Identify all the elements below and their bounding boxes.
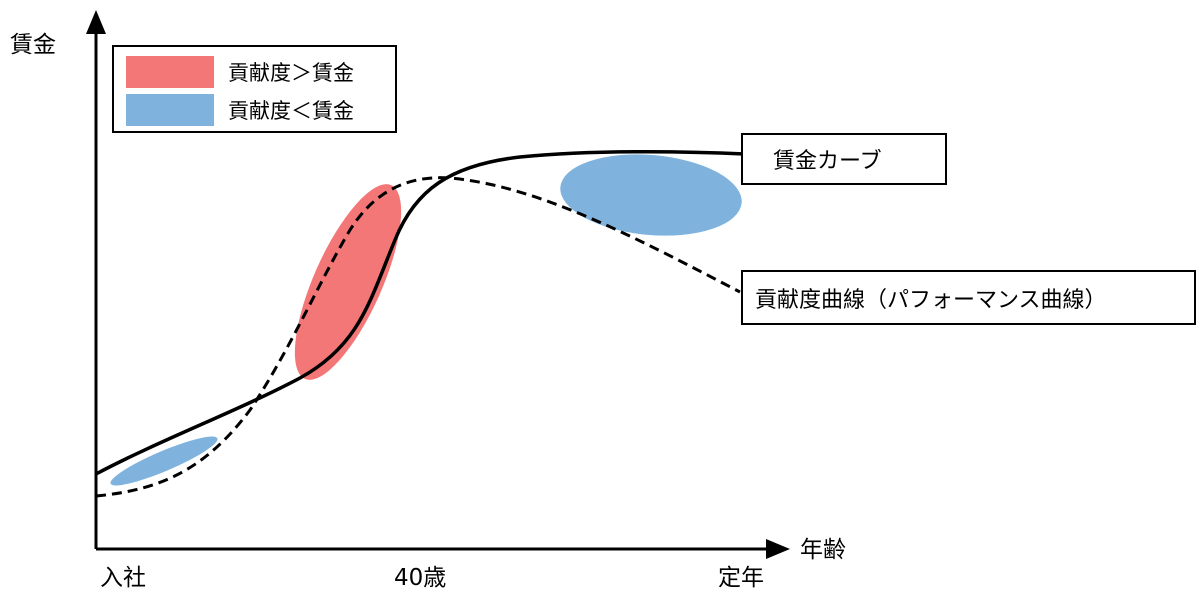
x-axis-arrow-icon — [766, 539, 790, 559]
contribution-curve-label-box: 貢献度曲線（パフォーマンス曲線） — [741, 270, 1196, 325]
region-under-contribution-late — [560, 154, 742, 236]
legend-swatch-over — [126, 56, 214, 88]
legend: 貢献度＞賃金 貢献度＜賃金 — [112, 45, 397, 133]
contribution-curve-label: 貢献度曲線（パフォーマンス曲線） — [755, 287, 1107, 313]
x-tick-join: 入社 — [100, 565, 146, 591]
x-tick-40: 40歳 — [394, 565, 447, 591]
contribution-curve — [95, 176, 741, 498]
legend-label-under: 貢献度＜賃金 — [228, 99, 354, 123]
legend-label-over: 貢献度＞賃金 — [228, 61, 354, 85]
wage-curve — [95, 149, 746, 476]
y-axis-arrow-icon — [86, 10, 106, 34]
region-under-contribution-early — [110, 436, 218, 486]
legend-item-over: 貢献度＞賃金 — [126, 56, 354, 88]
legend-swatch-under — [126, 94, 214, 126]
wage-curve-label: 賃金カーブ — [773, 149, 882, 174]
legend-item-under: 貢献度＜賃金 — [126, 94, 354, 126]
x-tick-retire: 定年 — [718, 565, 764, 591]
wage-curve-label-box: 賃金カーブ — [741, 133, 947, 185]
y-axis-label: 賃金 — [10, 32, 56, 58]
x-axis-label: 年齢 — [800, 537, 846, 563]
region-over-contribution — [294, 184, 402, 380]
